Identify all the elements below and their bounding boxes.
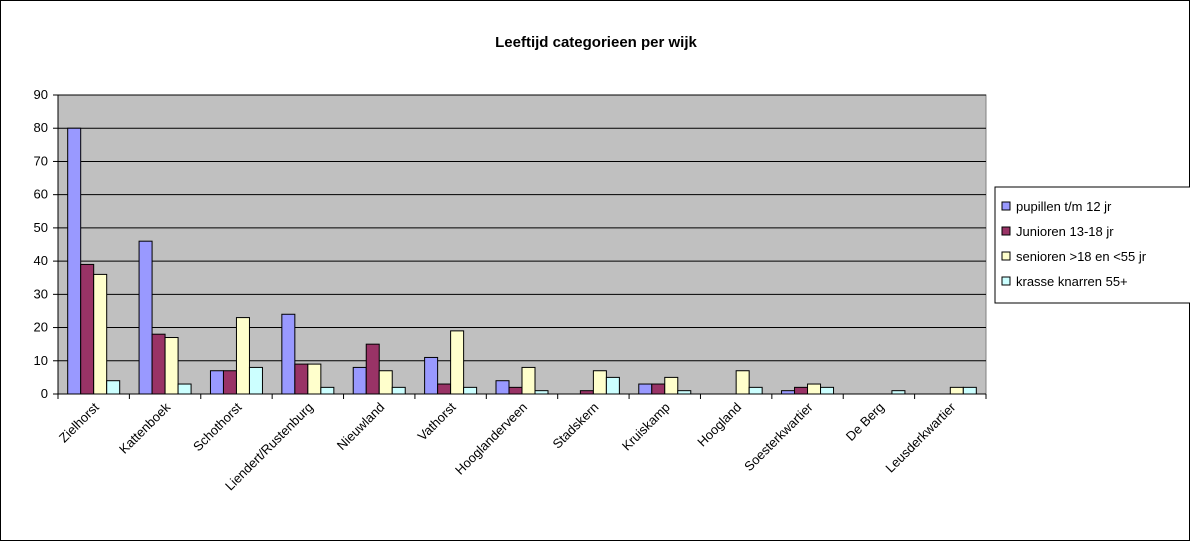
- bar: [352, 366, 367, 395]
- legend: pupillen t/m 12 jr Junioren 13-18 jr senio…: [994, 186, 1190, 304]
- bar: [450, 330, 465, 395]
- bar: [222, 370, 237, 395]
- x-category-label: Stadskern: [550, 400, 602, 452]
- x-category-label: Schothorst: [190, 399, 245, 454]
- y-tick-label: 20: [34, 320, 48, 335]
- legend-swatch: [1001, 226, 1011, 236]
- bar: [605, 376, 620, 395]
- y-tick-label: 80: [34, 120, 48, 135]
- legend-swatch: [1001, 251, 1011, 261]
- x-category-label: Leusderkwartier: [882, 399, 958, 475]
- bar: [664, 376, 679, 395]
- y-tick-label: 40: [34, 253, 48, 268]
- bar: [962, 386, 977, 395]
- x-axis: Zielhorst Kattenboek SchothorstLiendert/Ru…: [56, 393, 987, 493]
- y-tick-label: 0: [41, 386, 48, 401]
- y-tick-label: 90: [34, 87, 48, 102]
- bar: [534, 390, 549, 395]
- bar: [294, 363, 309, 395]
- legend-label: senioren >18 en <55 jr: [1016, 249, 1147, 264]
- bar: [106, 380, 121, 395]
- x-category-label: Kruiskamp: [619, 400, 673, 454]
- bar: [437, 383, 452, 395]
- legend-label: Junioren 13-18 jr: [1016, 224, 1114, 239]
- y-axis: 0 10 20 30 40 50 60 70 80 90: [34, 87, 59, 401]
- y-tick-label: 70: [34, 153, 48, 168]
- bars: [67, 127, 977, 395]
- bar: [307, 363, 322, 395]
- bar: [651, 383, 666, 395]
- bar: [820, 386, 835, 395]
- bar: [391, 386, 406, 395]
- y-tick-label: 10: [34, 353, 48, 368]
- bar: [80, 263, 95, 395]
- bar: [138, 240, 153, 395]
- bar: [235, 317, 250, 395]
- bar: [735, 370, 750, 395]
- x-category-label: Kattenboek: [116, 399, 173, 456]
- bar: [521, 366, 536, 395]
- bar: [495, 380, 510, 395]
- legend-swatch: [1001, 201, 1011, 211]
- chart-title: Leeftijd categorieen per wijk: [495, 34, 697, 51]
- bar: [807, 383, 822, 395]
- bar: [67, 127, 82, 395]
- x-category-label: Soesterkwartier: [741, 399, 816, 474]
- plot-background: [57, 94, 987, 395]
- x-category-label: Vathorst: [415, 399, 459, 443]
- bar: [281, 313, 296, 395]
- bar: [378, 370, 393, 395]
- bar: [677, 390, 692, 395]
- bar: [949, 386, 964, 395]
- legend-label: krasse knarren 55+: [1016, 274, 1128, 289]
- bar: [794, 386, 809, 395]
- y-tick-label: 50: [34, 220, 48, 235]
- bar: [93, 273, 108, 395]
- bar: [508, 386, 523, 395]
- x-category-label: Nieuwland: [334, 400, 388, 454]
- bar: [209, 370, 224, 395]
- bar: [638, 383, 653, 395]
- bar: [579, 390, 594, 395]
- bar: [424, 356, 439, 395]
- x-category-label: Hooglanderveen: [452, 400, 530, 478]
- bar: [365, 343, 380, 395]
- y-tick-label: 60: [34, 187, 48, 202]
- x-category-label: De Berg: [843, 400, 887, 444]
- legend-label: pupillen t/m 12 jr: [1016, 199, 1112, 214]
- x-category-label: Zielhorst: [56, 399, 102, 445]
- bar: [151, 333, 166, 395]
- bar: [248, 366, 263, 395]
- y-tick-label: 30: [34, 286, 48, 301]
- bar: [592, 370, 607, 395]
- legend-swatch: [1001, 276, 1011, 286]
- bar: [320, 386, 335, 395]
- bar: [781, 390, 796, 395]
- legend-box: [994, 186, 1190, 304]
- plot-area: [57, 94, 987, 395]
- bar: [177, 383, 192, 395]
- bar: [748, 386, 763, 395]
- x-category-label: Hoogland: [694, 400, 744, 450]
- bar: [463, 386, 478, 395]
- bar: [164, 337, 179, 395]
- bar: [891, 390, 906, 395]
